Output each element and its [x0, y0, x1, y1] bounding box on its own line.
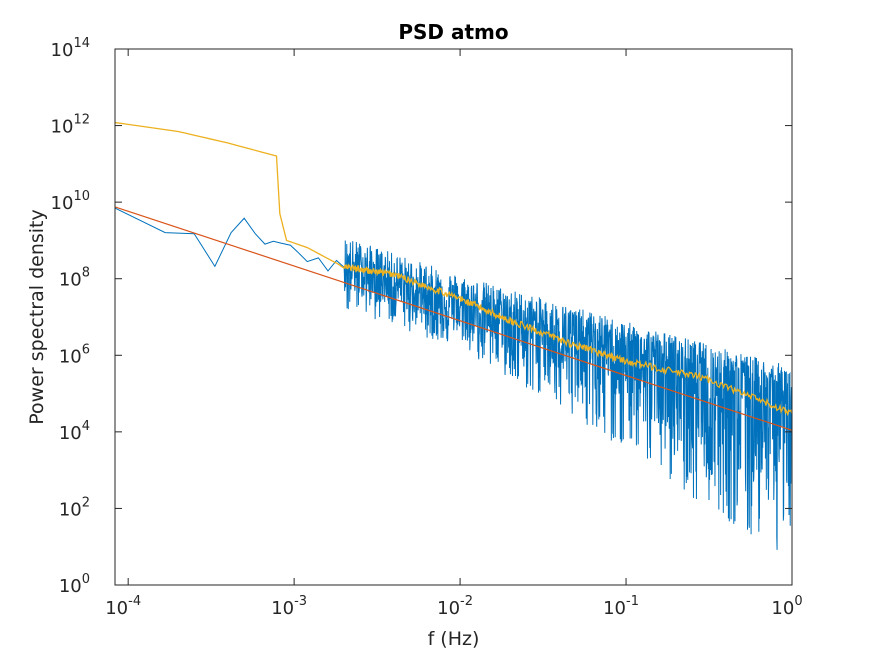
y-tick-label: 1014 — [51, 36, 90, 61]
y-tick-label: 1010 — [51, 189, 90, 214]
x-tick-label: 10-4 — [105, 594, 141, 619]
x-axis-label: f (Hz) — [428, 628, 480, 650]
y-tick-label: 104 — [59, 419, 90, 444]
x-tick-label: 10-2 — [437, 594, 473, 619]
y-axis-label: Power spectral density — [26, 209, 48, 424]
y-tick-label: 1012 — [51, 113, 90, 138]
y-tick-label: 106 — [59, 342, 90, 367]
x-tick-label: 10-3 — [271, 594, 307, 619]
chart-title: PSD atmo — [398, 20, 508, 44]
plot-frame — [114, 48, 793, 586]
x-tick-label: 100 — [771, 594, 802, 619]
y-tick-label: 100 — [59, 572, 90, 597]
series-smoothed-line — [115, 121, 792, 417]
y-tick-label: 108 — [59, 266, 90, 291]
series-layer — [115, 121, 792, 550]
x-tick-label: 10-1 — [603, 594, 639, 619]
series-fit-line — [115, 206, 792, 431]
y-tick-label: 102 — [59, 495, 90, 520]
ticks-layer: 10-4 10-3 10-2 10-1 100 100 102 104 106 108 1010 10… — [51, 36, 803, 619]
